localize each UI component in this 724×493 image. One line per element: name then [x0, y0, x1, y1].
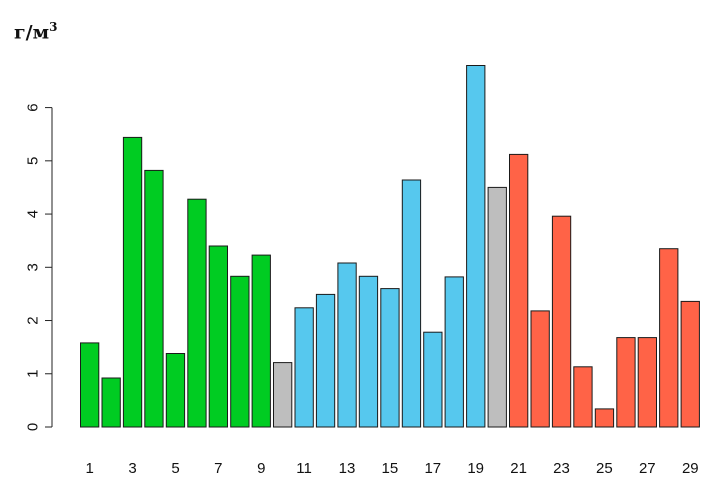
y-axis: 0 1 2 3 4 5 6 — [25, 103, 53, 431]
y-tick-label: 5 — [25, 157, 42, 165]
x-tick-label: 17 — [424, 460, 441, 477]
bar-7 — [208, 245, 228, 428]
bar-2 — [101, 377, 121, 428]
x-tick-label: 19 — [467, 460, 484, 477]
bar-9 — [251, 254, 271, 428]
bar-19 — [466, 65, 486, 428]
x-tick-label: 1 — [86, 460, 94, 477]
bar-11 — [294, 307, 314, 428]
x-tick-label: 9 — [257, 460, 265, 477]
x-tick-label: 21 — [510, 460, 527, 477]
x-tick-label: 7 — [214, 460, 222, 477]
x-tick-label: 13 — [339, 460, 356, 477]
x-tick-label: 3 — [128, 460, 136, 477]
y-tick-label: 3 — [25, 263, 42, 271]
y-tick-label: 6 — [25, 103, 42, 111]
x-tick-label: 23 — [553, 460, 570, 477]
bar-20 — [487, 186, 507, 428]
bar-18 — [444, 276, 464, 428]
bar-12 — [315, 293, 336, 428]
bar-21 — [509, 153, 529, 428]
bar-24 — [573, 366, 593, 428]
x-tick-label: 25 — [596, 460, 613, 477]
bar-3 — [122, 136, 143, 428]
bar-23 — [551, 215, 572, 428]
bar-15 — [380, 288, 400, 428]
bar-5 — [165, 353, 186, 428]
bar-22 — [530, 310, 550, 428]
x-tick-label: 29 — [682, 460, 699, 477]
y-tick-label: 0 — [25, 423, 42, 431]
x-tick-label: 15 — [382, 460, 399, 477]
bar-6 — [187, 198, 207, 428]
bar-25 — [594, 408, 615, 428]
bar-17 — [423, 331, 443, 428]
bar-10 — [273, 362, 293, 428]
bars — [80, 65, 700, 428]
x-tick-label: 5 — [171, 460, 179, 477]
bar-16 — [401, 179, 422, 428]
y-tick-label: 1 — [25, 370, 42, 378]
bar-4 — [144, 169, 164, 428]
bar-13 — [337, 262, 357, 428]
bar-14 — [358, 275, 379, 428]
bar-28 — [659, 248, 679, 428]
bar-1 — [80, 342, 100, 428]
y-tick-label: 2 — [25, 316, 42, 324]
x-tick-label: 27 — [639, 460, 656, 477]
bar-8 — [230, 275, 250, 428]
y-tick-label: 4 — [25, 210, 42, 218]
bar-29 — [680, 300, 700, 428]
y-unit-label: г/м3 — [14, 20, 58, 44]
bar-26 — [616, 337, 636, 428]
bar-27 — [637, 337, 658, 428]
x-axis-labels: 1 3 5 7 9 11 13 15 17 19 21 23 25 27 29 — [86, 460, 699, 477]
x-tick-label: 11 — [296, 460, 312, 477]
